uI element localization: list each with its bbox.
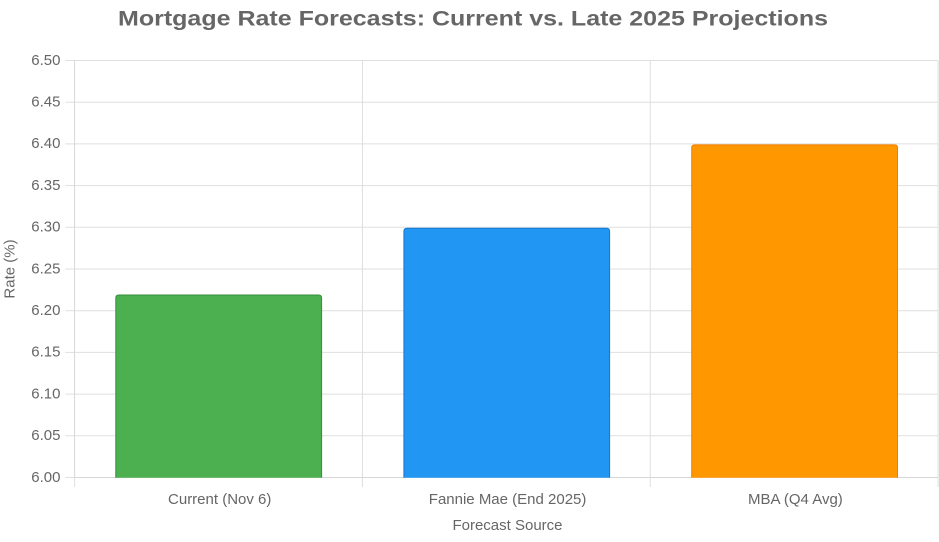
svg-text:6.05: 6.05 [31, 427, 60, 444]
svg-text:6.40: 6.40 [31, 135, 60, 152]
svg-text:6.10: 6.10 [31, 385, 60, 402]
svg-text:6.20: 6.20 [31, 302, 60, 319]
svg-text:6.00: 6.00 [31, 469, 60, 486]
svg-text:Forecast Source: Forecast Source [452, 517, 562, 534]
svg-text:6.25: 6.25 [31, 260, 60, 277]
svg-text:6.50: 6.50 [31, 52, 60, 69]
svg-text:Fannie Mae (End 2025): Fannie Mae (End 2025) [429, 491, 587, 508]
svg-text:Rate (%): Rate (%) [2, 239, 19, 298]
svg-text:MBA (Q4 Avg): MBA (Q4 Avg) [748, 491, 843, 508]
svg-text:Current (Nov 6): Current (Nov 6) [168, 491, 271, 508]
svg-text:Mortgage Rate Forecasts: Curre: Mortgage Rate Forecasts: Current vs. Lat… [118, 7, 828, 31]
svg-text:6.35: 6.35 [31, 177, 60, 194]
svg-text:6.45: 6.45 [31, 94, 60, 111]
svg-text:6.15: 6.15 [31, 344, 60, 361]
svg-text:6.30: 6.30 [31, 219, 60, 236]
